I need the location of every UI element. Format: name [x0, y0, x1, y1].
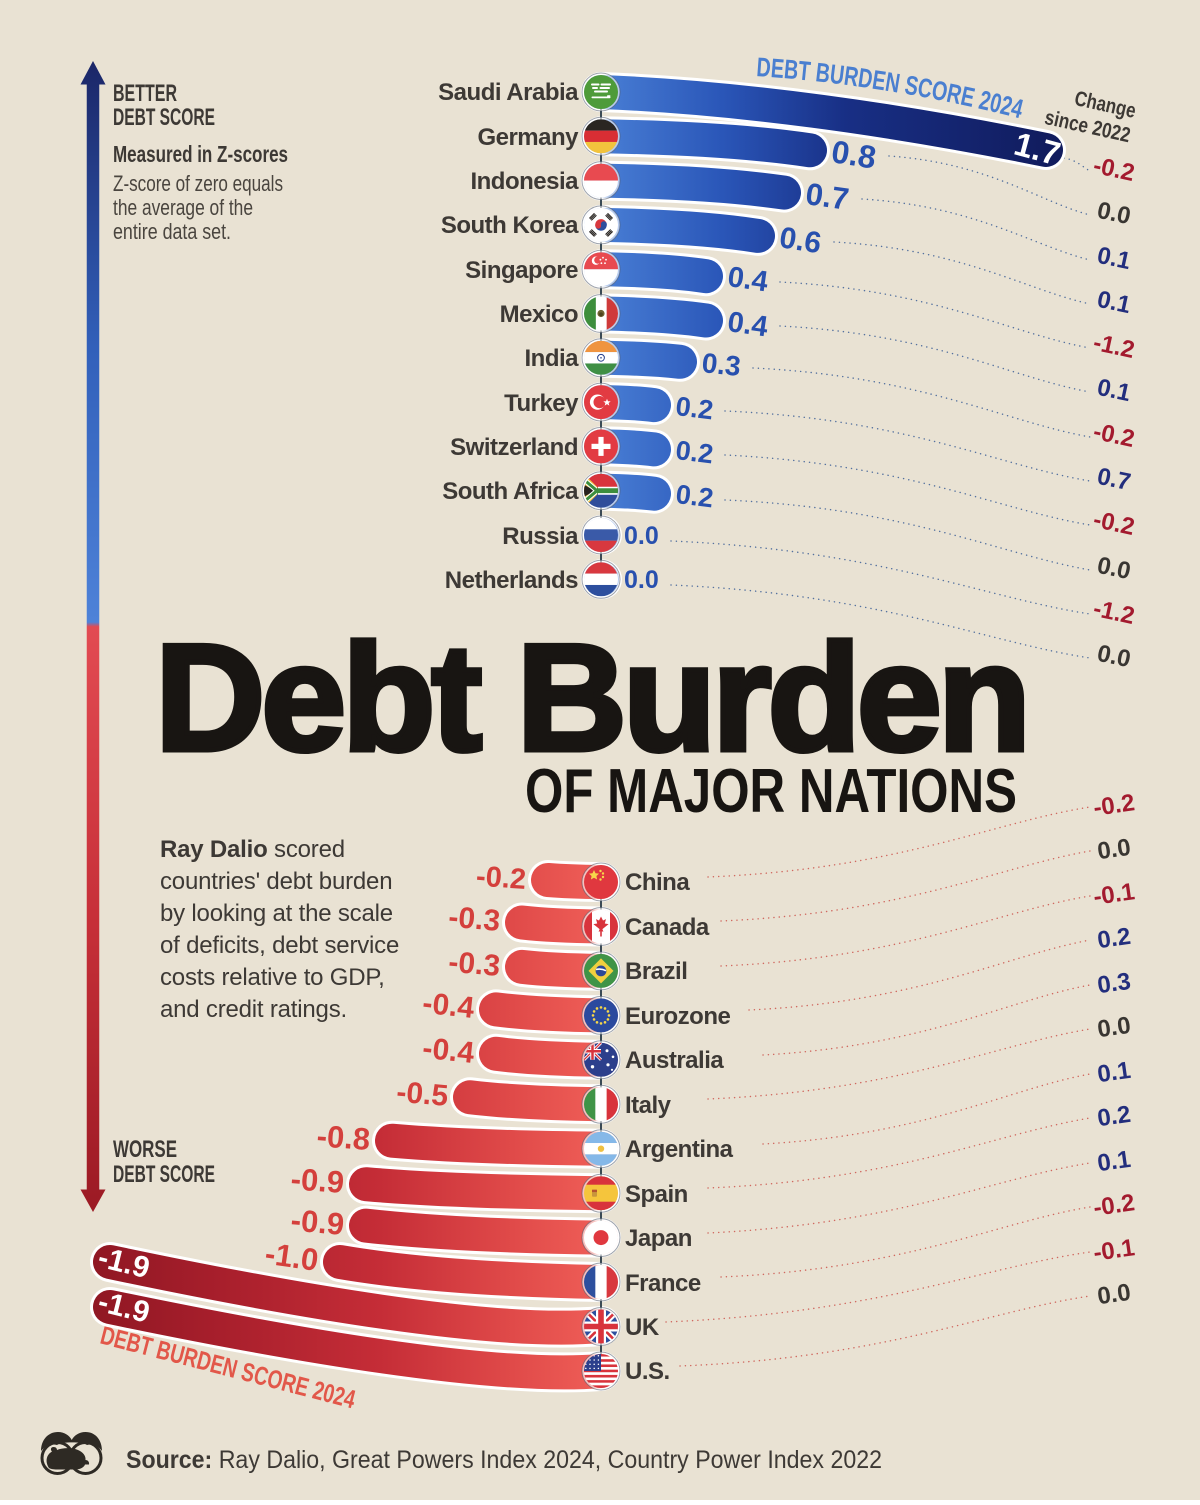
svg-text:costs relative to GDP,: costs relative to GDP,: [160, 964, 385, 991]
svg-text:Turkey: Turkey: [504, 390, 579, 417]
svg-text:and credit ratings.: and credit ratings.: [160, 996, 347, 1023]
svg-text:-1.0: -1.0: [263, 1236, 321, 1278]
svg-text:WORSE: WORSE: [113, 1136, 177, 1163]
svg-text:Ray Dalio scored: Ray Dalio scored: [160, 836, 345, 863]
svg-text:-0.9: -0.9: [290, 1161, 346, 1200]
svg-text:BETTER: BETTER: [113, 80, 177, 107]
svg-text:France: France: [625, 1270, 701, 1297]
svg-text:0.7: 0.7: [803, 176, 851, 217]
svg-text:Netherlands: Netherlands: [445, 567, 578, 594]
svg-text:Switzerland: Switzerland: [450, 434, 578, 461]
svg-text:0.3: 0.3: [700, 347, 742, 382]
svg-text:0.2: 0.2: [1096, 1101, 1133, 1132]
svg-text:0.0: 0.0: [624, 566, 659, 594]
svg-text:Brazil: Brazil: [625, 958, 687, 985]
svg-text:Argentina: Argentina: [625, 1136, 734, 1163]
svg-text:-0.8: -0.8: [316, 1118, 372, 1157]
svg-text:Russia: Russia: [502, 523, 579, 550]
svg-text:0.4: 0.4: [726, 261, 770, 298]
svg-text:Mexico: Mexico: [500, 301, 578, 328]
svg-text:Germany: Germany: [477, 124, 579, 151]
svg-text:0.0: 0.0: [1096, 1279, 1133, 1310]
svg-text:0.0: 0.0: [624, 522, 659, 550]
svg-text:0.2: 0.2: [674, 391, 715, 425]
svg-text:South Korea: South Korea: [441, 212, 579, 239]
svg-text:DEBT SCORE: DEBT SCORE: [113, 1161, 215, 1188]
svg-text:0.4: 0.4: [725, 306, 769, 343]
svg-text:Source: Ray Dalio, Great Power: Source: Ray Dalio, Great Powers Index 20…: [126, 1446, 882, 1474]
svg-text:0.2: 0.2: [1096, 923, 1133, 954]
svg-text:entire data set.: entire data set.: [113, 219, 231, 244]
svg-text:-0.2: -0.2: [1092, 789, 1137, 821]
svg-text:South Africa: South Africa: [442, 478, 579, 505]
svg-text:Japan: Japan: [625, 1225, 692, 1252]
svg-text:0.0: 0.0: [1096, 834, 1133, 865]
svg-text:0.1: 0.1: [1096, 1146, 1133, 1177]
svg-text:-0.2: -0.2: [1092, 1189, 1137, 1221]
svg-text:Canada: Canada: [625, 914, 710, 941]
svg-text:Singapore: Singapore: [465, 257, 578, 284]
svg-text:0.8: 0.8: [829, 133, 879, 176]
svg-text:-0.3: -0.3: [447, 946, 501, 983]
svg-text:0.6: 0.6: [777, 221, 823, 260]
svg-text:0.3: 0.3: [1096, 968, 1133, 999]
svg-text:-0.1: -0.1: [1092, 1234, 1137, 1266]
svg-text:-0.4: -0.4: [421, 987, 476, 1025]
svg-text:Australia: Australia: [625, 1047, 724, 1074]
svg-text:Saudi Arabia: Saudi Arabia: [438, 79, 579, 106]
svg-text:-0.9: -0.9: [289, 1202, 345, 1242]
svg-text:countries' debt burden: countries' debt burden: [160, 868, 392, 895]
svg-text:by looking at the scale: by looking at the scale: [160, 900, 393, 927]
svg-text:Spain: Spain: [625, 1181, 688, 1208]
svg-text:DEBT SCORE: DEBT SCORE: [113, 104, 215, 131]
svg-text:India: India: [524, 345, 579, 372]
svg-text:-0.4: -0.4: [421, 1032, 476, 1070]
svg-text:Eurozone: Eurozone: [625, 1003, 730, 1030]
svg-text:Z-score of zero equals: Z-score of zero equals: [113, 171, 283, 196]
svg-text:0.0: 0.0: [1096, 1012, 1133, 1043]
svg-text:-0.5: -0.5: [395, 1076, 449, 1113]
svg-text:U.S.: U.S.: [625, 1358, 670, 1385]
svg-text:0.1: 0.1: [1096, 1057, 1133, 1088]
svg-text:0.2: 0.2: [674, 479, 715, 513]
svg-text:China: China: [625, 869, 690, 896]
svg-text:UK: UK: [625, 1314, 660, 1341]
svg-text:Measured in Z-scores: Measured in Z-scores: [113, 141, 288, 167]
svg-text:Italy: Italy: [625, 1092, 672, 1119]
svg-text:-0.1: -0.1: [1092, 878, 1137, 910]
svg-text:of deficits, debt service: of deficits, debt service: [160, 932, 399, 959]
svg-text:0.2: 0.2: [674, 435, 715, 469]
svg-text:OF MAJOR NATIONS: OF MAJOR NATIONS: [525, 757, 1017, 826]
svg-text:-0.2: -0.2: [475, 861, 527, 896]
svg-text:-0.3: -0.3: [447, 901, 501, 938]
svg-text:Indonesia: Indonesia: [470, 168, 579, 195]
svg-text:the average of the: the average of the: [113, 195, 253, 220]
svg-text:Debt Burden: Debt Burden: [155, 613, 1027, 783]
